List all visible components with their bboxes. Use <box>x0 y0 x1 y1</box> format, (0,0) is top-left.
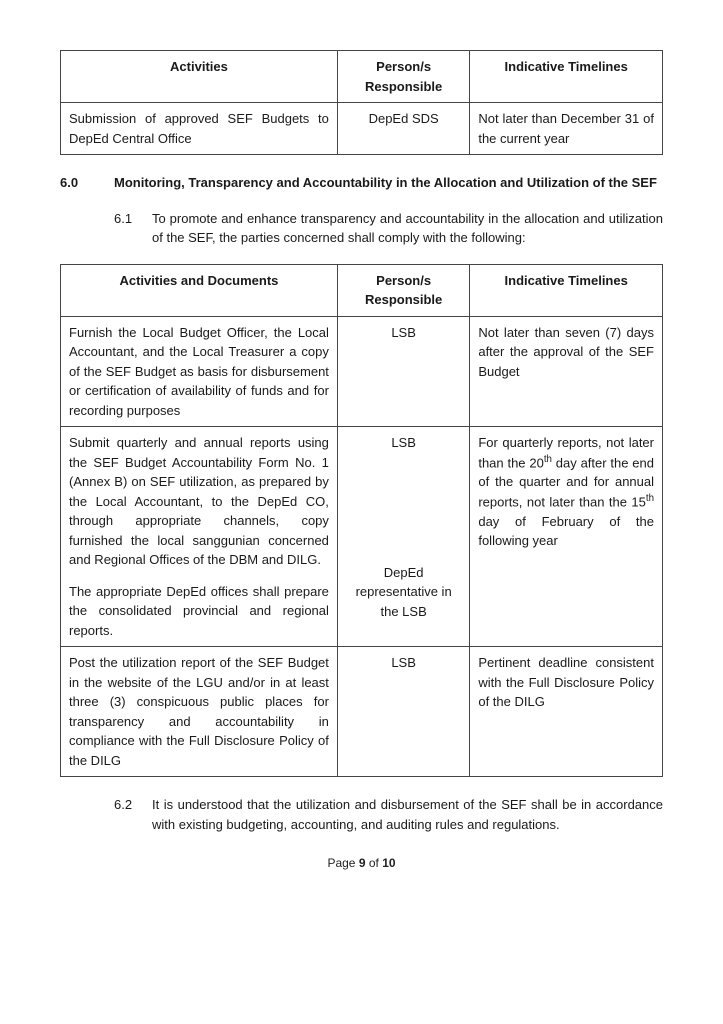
table-row: Post the utilization report of the SEF B… <box>61 647 663 777</box>
table2-r0-activity: Furnish the Local Budget Officer, the Lo… <box>61 316 338 427</box>
table2-r2-timeline: Pertinent deadline consistent with the F… <box>470 647 663 777</box>
paragraph-text: To promote and enhance transparency and … <box>152 209 663 248</box>
table2-r1-activity-a: Submit quarterly and annual reports usin… <box>69 433 329 570</box>
paragraph-text: It is understood that the utilization an… <box>152 795 663 834</box>
footer-prefix: Page <box>327 856 358 870</box>
paragraph-number: 6.2 <box>114 795 140 834</box>
table2-r0-timeline: Not later than seven (7) days after the … <box>470 316 663 427</box>
section-number: 6.0 <box>60 173 96 193</box>
paragraph-6-2: 6.2 It is understood that the utilizatio… <box>114 795 663 834</box>
table1-cell-activity: Submission of approved SEF Budgets to De… <box>61 103 338 155</box>
table-row: Submission of approved SEF Budgets to De… <box>61 103 663 155</box>
table2-r1-timeline: For quarterly reports, not later than th… <box>470 427 663 647</box>
table2-header-timelines: Indicative Timelines <box>470 264 663 316</box>
table1-header-timelines: Indicative Timelines <box>470 51 663 103</box>
table1-cell-timeline: Not later than December 31 of the curren… <box>470 103 663 155</box>
table2-r1-responsible-a: LSB <box>346 433 461 453</box>
table1-header-responsible: Person/s Responsible <box>337 51 469 103</box>
table2-header-responsible: Person/s Responsible <box>337 264 469 316</box>
table1-header-activities: Activities <box>61 51 338 103</box>
section-title: Monitoring, Transparency and Accountabil… <box>114 173 663 193</box>
paragraph-number: 6.1 <box>114 209 140 248</box>
page-footer: Page 9 of 10 <box>60 854 663 872</box>
table2-r1-responsible: LSB DepEd representative in the LSB <box>337 427 469 647</box>
table2-r1-activity: Submit quarterly and annual reports usin… <box>61 427 338 647</box>
table-activities-timelines-1: Activities Person/s Responsible Indicati… <box>60 50 663 155</box>
footer-of: of <box>366 856 383 870</box>
table2-r1-activity-b: The appropriate DepEd offices shall prep… <box>69 582 329 641</box>
paragraph-6-1: 6.1 To promote and enhance transparency … <box>114 209 663 248</box>
table-row: Furnish the Local Budget Officer, the Lo… <box>61 316 663 427</box>
table2-r0-responsible: LSB <box>337 316 469 427</box>
footer-total: 10 <box>382 856 395 870</box>
footer-current: 9 <box>359 856 366 870</box>
table2-r2-activity: Post the utilization report of the SEF B… <box>61 647 338 777</box>
table2-header-activities: Activities and Documents <box>61 264 338 316</box>
table-activities-documents: Activities and Documents Person/s Respon… <box>60 264 663 778</box>
table1-cell-responsible: DepEd SDS <box>337 103 469 155</box>
section-heading: 6.0 Monitoring, Transparency and Account… <box>60 173 663 193</box>
table2-r1-responsible-b: DepEd representative in the LSB <box>346 563 461 622</box>
table2-r2-responsible: LSB <box>337 647 469 777</box>
table-row: Submit quarterly and annual reports usin… <box>61 427 663 647</box>
